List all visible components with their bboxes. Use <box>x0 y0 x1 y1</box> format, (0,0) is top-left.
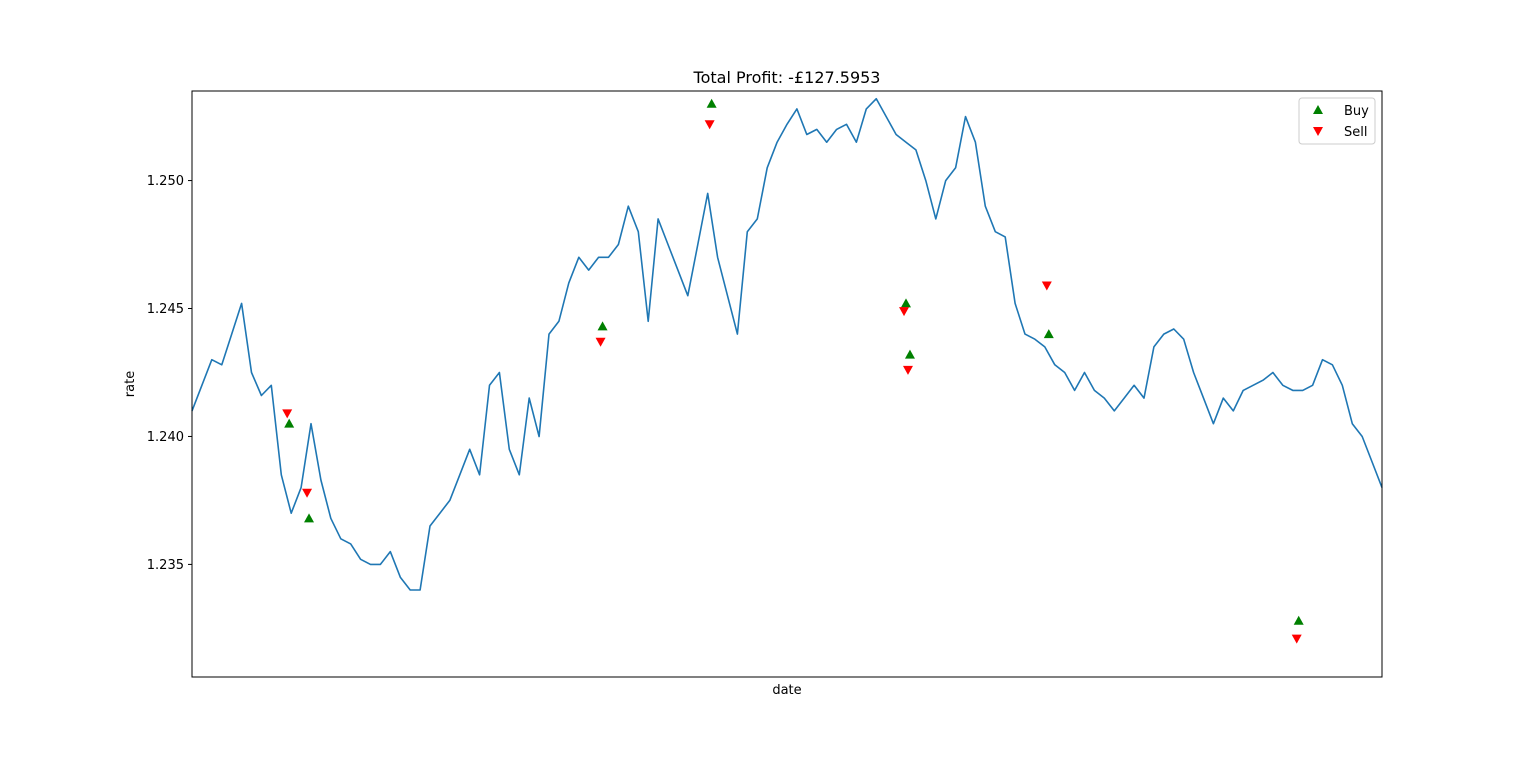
sell-marker <box>704 120 715 130</box>
plot-area <box>192 91 1382 677</box>
buy-marker <box>597 321 608 331</box>
buy-marker <box>904 349 915 359</box>
legend-buy-marker <box>1313 105 1323 114</box>
y-axis-label: rate <box>123 371 138 397</box>
legend-buy-label: Buy <box>1344 104 1369 119</box>
y-axis-ticks: 1.235 1.240 1.245 1.250 <box>147 174 192 573</box>
buy-marker <box>706 98 717 108</box>
chart-title: Total Profit: -£127.5953 <box>693 68 881 87</box>
buy-marker <box>1043 329 1054 339</box>
sell-marker <box>302 488 313 498</box>
sell-marker <box>1291 634 1302 644</box>
buy-marker <box>901 298 911 308</box>
x-axis-label: date <box>772 683 801 698</box>
y-tick-label: 1.240 <box>147 430 184 445</box>
sell-marker <box>1041 281 1052 291</box>
buy-marker <box>1293 615 1304 625</box>
legend: Buy Sell <box>1298 97 1376 145</box>
sell-marker <box>899 307 910 317</box>
y-tick-label: 1.250 <box>147 174 184 189</box>
plot-frame <box>191 90 1383 678</box>
y-tick-label: 1.235 <box>147 558 184 573</box>
marker-layer <box>282 98 1304 644</box>
buy-marker <box>284 418 295 428</box>
sell-marker <box>595 337 606 347</box>
sell-marker <box>902 365 913 375</box>
price-line-layer <box>191 97 1383 591</box>
buy-marker <box>304 513 315 523</box>
price-line <box>191 97 1383 591</box>
legend-sell-label: Sell <box>1344 125 1367 140</box>
y-tick-label: 1.245 <box>147 302 184 317</box>
legend-sell-marker <box>1313 127 1323 136</box>
sell-marker <box>282 409 293 419</box>
